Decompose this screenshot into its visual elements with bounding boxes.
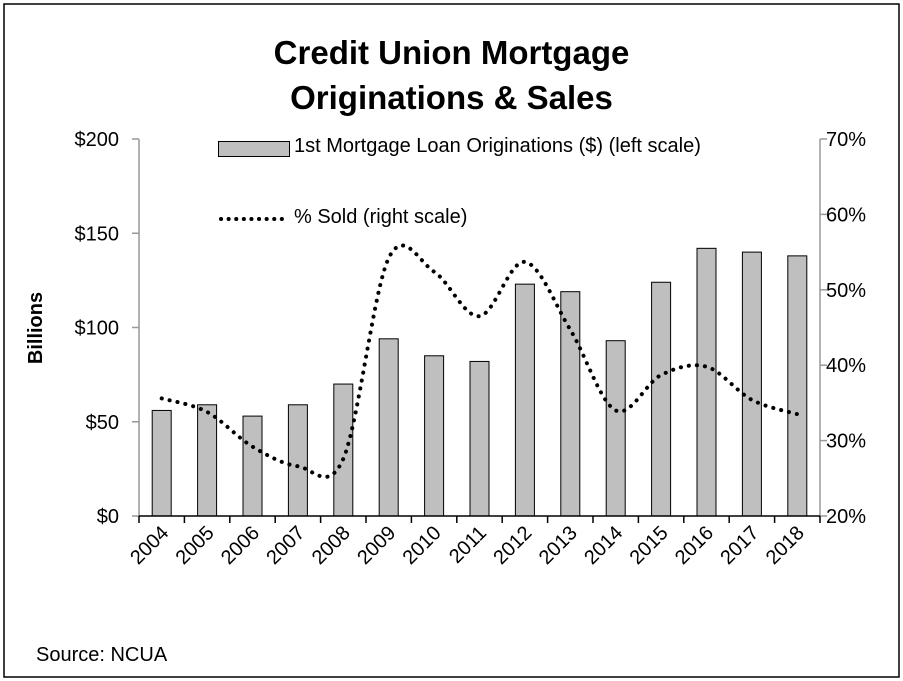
y-tick-label: $0 — [97, 506, 119, 528]
x-tick-label: 2016 — [671, 522, 718, 569]
y2-tick-label: 40% — [826, 355, 866, 377]
bar — [333, 383, 354, 517]
bar — [696, 247, 717, 517]
x-tick-label: 2017 — [716, 522, 763, 569]
x-tick-label: 2011 — [445, 522, 491, 568]
x-tick-label: 2006 — [217, 522, 264, 569]
bar — [605, 340, 626, 517]
legend-swatch — [219, 217, 290, 221]
legend-label: 1st Mortgage Loan Originations ($) (left… — [294, 135, 701, 157]
bar — [242, 415, 263, 517]
frame — [3, 3, 900, 678]
bar — [560, 291, 581, 517]
bar — [787, 255, 808, 517]
y2-tick-label: 30% — [826, 431, 866, 453]
line — [159, 243, 800, 479]
bar — [378, 338, 399, 517]
x-tick-label: 2015 — [626, 522, 673, 569]
x-tick-label: 2008 — [308, 522, 355, 569]
x-tick-label: 2007 — [262, 522, 309, 569]
x-tick-label: 2014 — [580, 522, 627, 569]
y-tick-label: $100 — [75, 318, 120, 340]
chart-title: Credit Union Mortgage Originations & Sal… — [273, 34, 630, 116]
x-tick-label: 2012 — [489, 522, 536, 569]
source: Source: NCUA — [36, 644, 168, 666]
y-tick-label: $200 — [75, 129, 120, 151]
y2-tick-label: 60% — [826, 204, 866, 226]
y2-tick-label: 50% — [826, 280, 866, 302]
y2-tick-label: 20% — [826, 506, 866, 528]
y-axis-title: Billions — [25, 292, 47, 364]
legend-label: % Sold (right scale) — [294, 206, 468, 228]
x-tick-label: 2009 — [353, 522, 400, 569]
bar — [151, 409, 172, 517]
x-tick-label: 2005 — [172, 522, 219, 569]
x-tick-label: 2010 — [399, 522, 446, 569]
x-tick-label: 2013 — [535, 522, 582, 569]
bar — [514, 283, 535, 517]
bar — [741, 251, 762, 517]
bar — [197, 404, 218, 517]
legend-swatch — [218, 141, 290, 157]
y-tick-label: $150 — [75, 223, 120, 245]
bar — [424, 355, 445, 517]
y-tick-label: $50 — [86, 412, 119, 434]
x-tick-label: 2018 — [762, 522, 809, 569]
x-tick-label: 2004 — [126, 522, 173, 569]
y2-tick-label: 70% — [826, 129, 866, 151]
bar — [469, 360, 490, 517]
bar — [287, 404, 308, 517]
bar — [651, 281, 672, 517]
